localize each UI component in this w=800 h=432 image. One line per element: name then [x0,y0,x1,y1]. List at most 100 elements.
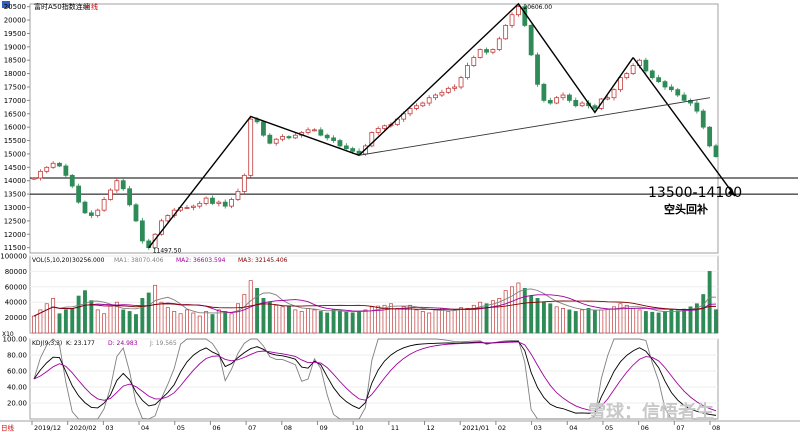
price-tick-label: 13500 [4,191,26,199]
target-range-text: 13500-14100 [648,185,742,201]
volume-bar [471,304,476,334]
volume-bar [146,292,151,334]
candle-body [471,57,477,66]
candle-body [88,212,94,216]
candle-body [63,165,69,176]
candle-body [554,97,560,104]
candle-body [541,83,547,101]
volume-bar [465,308,470,334]
volume-bar [503,290,508,334]
candle-body [44,166,50,172]
kdj-line-j [33,338,716,420]
volume-bar [236,303,240,334]
volume-bar [688,306,693,334]
price-tick-label: 20500 [4,3,26,11]
volume-bar [592,310,597,334]
candle-body [82,201,88,214]
volume-bar [350,312,355,334]
candle-body [292,134,298,139]
volume-bar [439,308,444,334]
volume-bar [510,286,514,334]
volume-bar [197,315,202,334]
volume-bar [548,303,553,334]
price-tick-label: 16000 [4,124,26,132]
volume-bar [452,309,457,334]
candle-body [426,97,432,104]
volume-bar [76,295,81,334]
price-tick-label: 16500 [4,110,26,118]
date-tick-label: 06 [212,424,220,432]
volume-bar [255,287,260,334]
candle-body [694,102,700,112]
kdj-legend-item: K: 23.177 [66,340,95,347]
candle-body [210,197,215,204]
volume-bar [70,308,75,334]
volume-bar [63,309,68,334]
kdj-line-k [33,340,717,416]
date-tick-label: 06 [641,424,649,432]
date-tick-label: 2021/01 [462,424,489,432]
candle-body [713,145,719,158]
candle-body [611,89,617,99]
candle-body [286,136,292,139]
candle-body [343,145,349,149]
volume-legend-item: 30256.000 [72,257,105,264]
volume-bar [337,310,342,334]
candle-body [535,54,540,85]
volume-bar [153,284,158,334]
price-tick-label: 12500 [4,217,26,225]
candle-body [433,94,438,99]
candle-body [624,73,630,79]
volume-bar [172,311,177,334]
volume-bar [643,311,648,334]
volume-bar [612,306,616,334]
volume-bar [267,301,272,334]
volume-legend-item: MA2: 36603.594 [176,257,226,264]
volume-bar [433,309,438,334]
candle-body [229,199,234,207]
volume-bar [605,308,610,334]
candle-body [509,14,515,26]
target-arrowhead [728,188,735,197]
low-price-label: 11497.50 [153,248,182,255]
candle-body [643,59,649,72]
volume-bar [229,313,234,334]
volume-bar [331,309,336,334]
volume-bar [114,301,119,334]
volume-bar [287,305,291,334]
candle-body [139,220,145,242]
volume-tick-label: 60000 [5,283,27,291]
neckline [358,97,711,156]
volume-bar [714,309,718,334]
volume-bar [108,305,113,334]
candle-body [248,118,254,176]
volume-bar [306,308,311,334]
kdj-indicator-name: KDJ(9,3,3) [32,340,62,347]
candle-body [108,189,113,200]
candle-body [407,108,413,115]
volume-bar [325,312,330,334]
volume-bar [178,313,183,334]
volume-tick-label: 20000 [5,314,27,322]
candle-body [31,177,37,180]
price-tick-label: 17000 [4,97,26,105]
candle-body [445,87,451,93]
volume-bar [44,303,49,334]
volume-bar [497,298,502,334]
volume-legend-item: MA1: 38070.406 [114,257,164,264]
candle-body [560,94,566,99]
volume-bar [420,311,425,334]
candle-body [203,197,209,204]
volume-tick-label: 40000 [5,299,27,307]
date-tick-label: 08 [712,424,720,432]
candle-body [50,162,56,168]
candle-body [273,138,279,144]
volume-bar [140,298,145,334]
candle-body [458,77,464,88]
volume-bar [134,314,138,334]
candle-body [630,65,636,75]
volume-bar [599,309,604,334]
candle-body [216,201,222,204]
volume-bar [191,312,196,334]
